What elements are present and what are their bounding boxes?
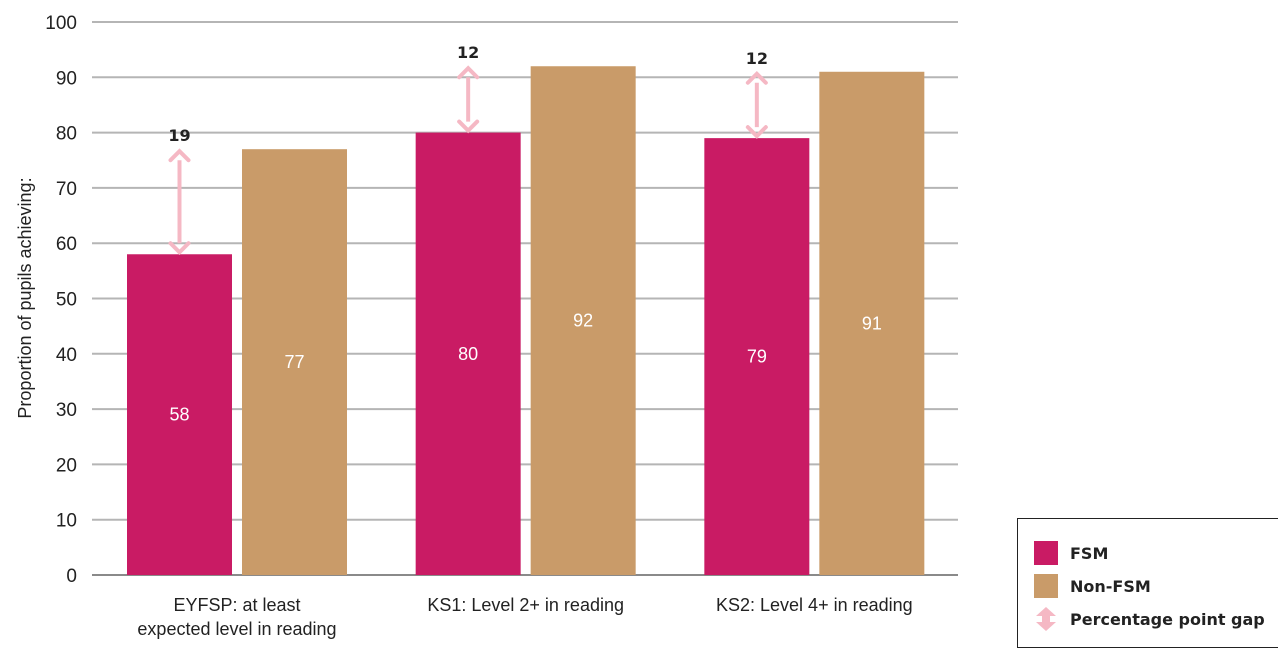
y-tick-label: 40: [56, 345, 77, 366]
gap-label: 12: [457, 43, 479, 62]
bars: 58 77 80 92 79 91: [127, 66, 925, 576]
category-label: expected level in reading: [137, 619, 336, 639]
double-arrow-icon: [1036, 607, 1056, 631]
data-label: 91: [862, 313, 882, 333]
y-tick-label: 50: [56, 290, 77, 311]
data-label: 92: [573, 311, 593, 331]
category-label: EYFSP: at least: [173, 595, 300, 615]
gap-label: 12: [746, 49, 768, 68]
y-tick-label: 0: [66, 566, 77, 587]
legend-label: FSM: [1070, 543, 1109, 563]
y-axis-ticks: 0 10 20 30 40 50 60 70 80 90 100: [45, 13, 77, 587]
gap-markers: 19 12 12: [168, 43, 768, 256]
y-tick-label: 20: [56, 455, 77, 476]
bar-non-fsm: [530, 66, 636, 576]
legend-label: Non-FSM: [1070, 576, 1151, 596]
category-label: KS1: Level 2+ in reading: [427, 595, 624, 615]
gap-label: 19: [168, 126, 190, 145]
legend-item-gap: Percentage point gap: [1034, 607, 1265, 631]
y-tick-label: 10: [56, 511, 77, 532]
y-tick-label: 90: [56, 68, 77, 89]
legend-item-non-fsm: Non-FSM: [1034, 574, 1151, 598]
x-axis-categories: EYFSP: at least expected level in reading…: [137, 595, 912, 639]
category-label: KS2: Level 4+ in reading: [716, 595, 913, 615]
y-axis-label: Proportion of pupils achieving:: [15, 177, 35, 418]
bar-fsm: [415, 132, 521, 575]
data-label: 58: [169, 405, 189, 425]
gap-arrow-head-up: [168, 148, 191, 163]
non-fsm-swatch: [1034, 574, 1058, 598]
bar-non-fsm: [242, 149, 347, 575]
legend: FSM Non-FSM Percentage point gap: [1017, 518, 1278, 648]
data-label: 77: [284, 352, 304, 372]
y-tick-label: 70: [56, 179, 77, 200]
gap-arrow-head-up: [745, 70, 768, 85]
gap-arrow-head-down: [457, 119, 480, 134]
y-tick-label: 60: [56, 234, 77, 255]
gap-arrow-head-down: [745, 125, 768, 139]
gap-arrow-head-down: [168, 241, 191, 256]
bar-chart: 0 10 20 30 40 50 60 70 80 90 100 58 77 80 92 79 91 19 12…: [15, 13, 958, 639]
bar-non-fsm: [819, 71, 925, 576]
legend-label: Percentage point gap: [1070, 609, 1265, 629]
bar-fsm: [704, 138, 810, 575]
gap-arrow-head-up: [457, 65, 480, 80]
legend-item-fsm: FSM: [1034, 541, 1108, 565]
bar-fsm: [127, 254, 232, 575]
gridlines: [92, 21, 958, 576]
y-tick-label: 100: [45, 13, 77, 34]
fsm-swatch: [1034, 541, 1058, 565]
y-tick-label: 80: [56, 124, 77, 145]
data-label: 79: [747, 347, 767, 367]
data-label: 80: [458, 344, 478, 364]
y-tick-label: 30: [56, 400, 77, 421]
